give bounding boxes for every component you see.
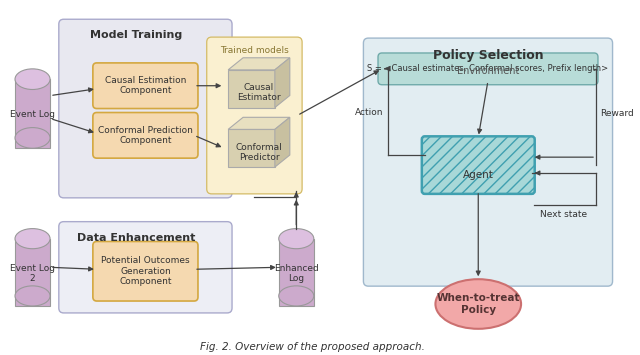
Text: Potential Outcomes
Generation
Component: Potential Outcomes Generation Component	[101, 256, 189, 286]
Text: Event Log: Event Log	[10, 110, 55, 119]
Text: Causal Estimation
Component: Causal Estimation Component	[105, 76, 186, 95]
Text: Action: Action	[355, 108, 384, 116]
Polygon shape	[228, 129, 275, 167]
Text: When-to-treat
Policy: When-to-treat Policy	[436, 293, 520, 315]
FancyBboxPatch shape	[93, 241, 198, 301]
Polygon shape	[228, 58, 290, 70]
FancyBboxPatch shape	[15, 79, 50, 148]
Text: Next state: Next state	[540, 210, 588, 219]
FancyBboxPatch shape	[378, 53, 598, 85]
Text: Agent: Agent	[463, 170, 493, 180]
FancyBboxPatch shape	[15, 239, 50, 306]
Text: Conformal
Predictor: Conformal Predictor	[236, 143, 282, 162]
Text: Event Log
2: Event Log 2	[10, 263, 55, 283]
Text: Environment: Environment	[457, 66, 519, 76]
Text: Reward: Reward	[600, 109, 634, 118]
Text: Fig. 2. Overview of the proposed approach.: Fig. 2. Overview of the proposed approac…	[200, 342, 425, 352]
Ellipse shape	[15, 286, 50, 306]
FancyBboxPatch shape	[93, 63, 198, 109]
FancyBboxPatch shape	[59, 222, 232, 313]
Ellipse shape	[279, 229, 314, 249]
FancyBboxPatch shape	[93, 113, 198, 158]
Ellipse shape	[279, 286, 314, 306]
Polygon shape	[275, 58, 290, 108]
Ellipse shape	[15, 127, 50, 148]
Ellipse shape	[15, 69, 50, 89]
FancyBboxPatch shape	[59, 19, 232, 198]
Text: Enhanced
Log: Enhanced Log	[274, 263, 319, 283]
Text: Conformal Prediction
Component: Conformal Prediction Component	[98, 126, 193, 145]
Polygon shape	[228, 70, 275, 108]
Ellipse shape	[15, 229, 50, 249]
Polygon shape	[275, 117, 290, 167]
Text: Policy Selection: Policy Selection	[433, 49, 543, 62]
FancyBboxPatch shape	[422, 136, 534, 194]
FancyBboxPatch shape	[364, 38, 612, 286]
Text: Causal
Estimator: Causal Estimator	[237, 83, 281, 103]
Polygon shape	[228, 117, 290, 129]
Text: Trained models: Trained models	[220, 47, 289, 55]
FancyBboxPatch shape	[207, 37, 302, 194]
Text: Model Training: Model Training	[90, 30, 182, 40]
Text: S = <Causal estimates, Conformal scores, Prefix length>: S = <Causal estimates, Conformal scores,…	[367, 64, 609, 73]
Text: Data Enhancement: Data Enhancement	[77, 233, 195, 242]
Ellipse shape	[435, 279, 521, 329]
FancyBboxPatch shape	[279, 239, 314, 306]
